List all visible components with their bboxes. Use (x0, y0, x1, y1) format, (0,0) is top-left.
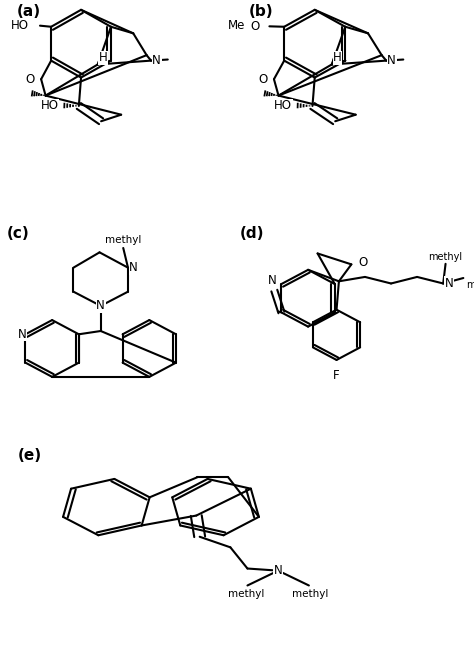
Text: O: O (25, 73, 35, 85)
Text: methyl: methyl (228, 589, 264, 598)
Text: Me: Me (228, 19, 246, 32)
Text: (c): (c) (7, 226, 30, 241)
Text: N: N (18, 328, 26, 341)
Text: (e): (e) (18, 448, 42, 463)
Text: N: N (274, 564, 283, 577)
Text: methyl: methyl (428, 252, 463, 261)
Text: methyl: methyl (292, 589, 329, 598)
Text: HO: HO (41, 99, 59, 113)
Text: N: N (387, 54, 396, 67)
Text: N: N (267, 274, 276, 287)
Text: H: H (99, 52, 108, 64)
Text: N: N (96, 299, 105, 312)
Text: O: O (358, 256, 368, 269)
Text: O: O (250, 20, 259, 33)
Text: N: N (444, 277, 453, 290)
Text: H: H (333, 52, 342, 64)
Text: (d): (d) (239, 226, 264, 241)
Text: HO: HO (11, 19, 29, 32)
Text: (a): (a) (17, 5, 41, 19)
Text: O: O (258, 73, 267, 85)
Text: N: N (152, 54, 161, 67)
Text: methyl: methyl (105, 235, 141, 245)
Polygon shape (332, 56, 341, 64)
Text: methyl: methyl (465, 280, 474, 290)
Polygon shape (98, 56, 106, 64)
Text: N: N (129, 261, 138, 274)
Text: (b): (b) (249, 5, 273, 19)
Text: HO: HO (274, 99, 292, 113)
Text: F: F (333, 369, 340, 382)
